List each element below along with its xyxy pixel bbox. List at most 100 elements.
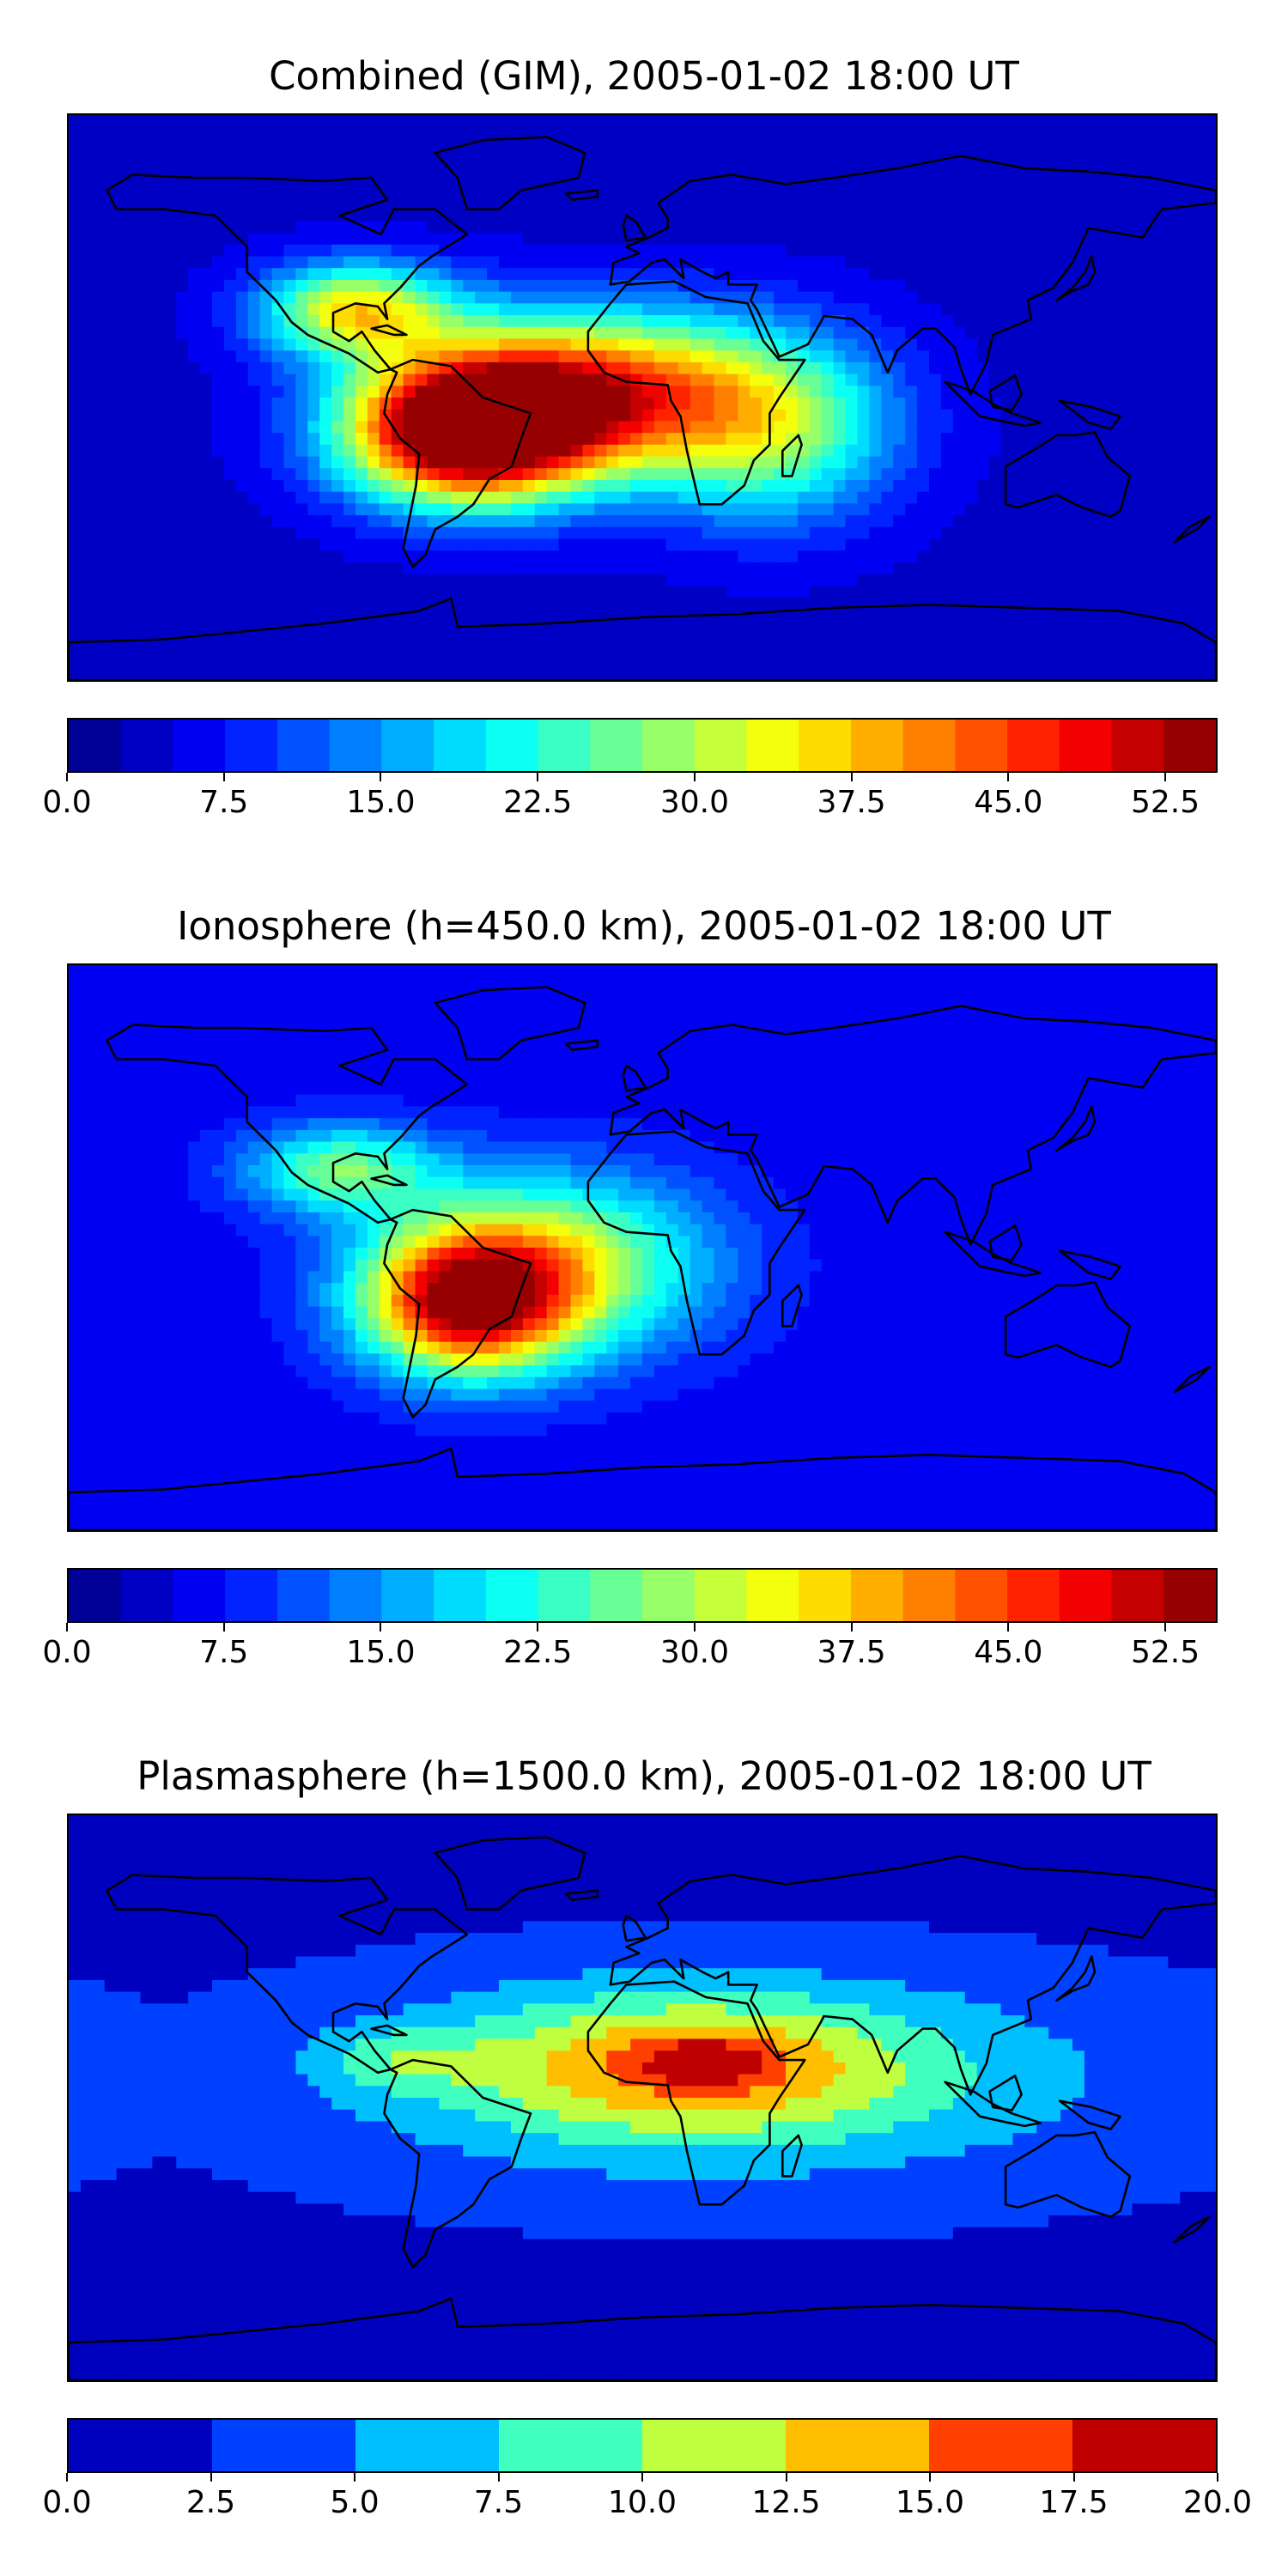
field-cell bbox=[116, 976, 130, 990]
field-cell bbox=[69, 209, 82, 222]
field-cell bbox=[80, 291, 94, 304]
field-cell bbox=[152, 562, 165, 575]
field-cell bbox=[152, 386, 165, 398]
field-cell bbox=[510, 421, 524, 434]
field-cell bbox=[1144, 988, 1157, 1001]
field-cell bbox=[499, 126, 512, 140]
field-cell bbox=[1048, 350, 1061, 363]
field-cell bbox=[451, 976, 464, 990]
field-cell bbox=[677, 965, 691, 978]
field-cell bbox=[510, 185, 524, 198]
field-cell bbox=[164, 221, 177, 234]
field-cell bbox=[92, 598, 106, 611]
field-cell bbox=[319, 598, 332, 611]
field-cell bbox=[1048, 409, 1061, 422]
field-cell bbox=[1132, 326, 1145, 340]
field-cell bbox=[343, 656, 356, 669]
field-cell bbox=[988, 421, 1002, 434]
field-cell bbox=[1108, 361, 1121, 375]
field-cell bbox=[271, 479, 285, 493]
field-cell bbox=[1096, 173, 1109, 186]
field-cell bbox=[271, 644, 285, 658]
field-cell bbox=[69, 526, 82, 540]
field-cell bbox=[738, 150, 750, 163]
field-cell bbox=[104, 209, 118, 222]
field-cell bbox=[665, 598, 679, 611]
field-cell bbox=[212, 209, 225, 222]
coastline-africa bbox=[586, 280, 806, 506]
field-cell bbox=[1024, 433, 1037, 446]
field-cell bbox=[1048, 526, 1061, 540]
field-cell bbox=[1108, 644, 1121, 658]
field-cell bbox=[1180, 468, 1193, 481]
field-cell bbox=[917, 291, 930, 304]
field-cell bbox=[677, 668, 691, 680]
field-cell bbox=[690, 150, 703, 163]
field-cell bbox=[164, 444, 177, 458]
field-cell bbox=[235, 291, 249, 304]
field-cell bbox=[391, 503, 404, 516]
field-cell bbox=[487, 115, 500, 128]
field-cell bbox=[415, 1000, 428, 1013]
field-cell bbox=[164, 598, 177, 611]
field-cell bbox=[762, 644, 775, 658]
field-cell bbox=[869, 479, 882, 493]
field-cell bbox=[606, 562, 619, 575]
field-cell bbox=[522, 444, 536, 458]
field-cell bbox=[653, 538, 667, 551]
field-cell bbox=[463, 315, 476, 328]
field-cell bbox=[1108, 988, 1121, 1001]
field-cell bbox=[307, 1000, 320, 1013]
field-cell bbox=[797, 386, 811, 398]
field-cell bbox=[738, 503, 750, 516]
field-cell bbox=[797, 161, 811, 175]
field-cell bbox=[1132, 126, 1145, 140]
field-cell bbox=[1108, 609, 1121, 623]
field-cell bbox=[762, 185, 775, 198]
field-cell bbox=[833, 115, 847, 128]
field-cell bbox=[1060, 256, 1073, 269]
field-cell bbox=[905, 976, 918, 990]
field-cell bbox=[1012, 233, 1025, 246]
field-cell bbox=[786, 209, 799, 222]
field-cell bbox=[271, 656, 285, 669]
field-cell bbox=[295, 562, 308, 575]
field-cell bbox=[893, 586, 906, 598]
field-cell bbox=[1000, 138, 1014, 151]
field-cell bbox=[582, 609, 595, 623]
field-cell bbox=[80, 444, 94, 458]
field-cell bbox=[307, 976, 320, 990]
field-cell bbox=[1204, 456, 1216, 469]
field-cell bbox=[917, 965, 930, 978]
field-cell bbox=[917, 209, 930, 222]
field-cell bbox=[582, 965, 595, 978]
field-cell bbox=[606, 279, 619, 293]
field-cell bbox=[940, 586, 954, 598]
field-cell bbox=[331, 586, 344, 598]
field-cell bbox=[499, 562, 512, 575]
field-cell bbox=[534, 456, 548, 469]
field-cell bbox=[1144, 550, 1157, 563]
field-cell bbox=[964, 291, 978, 304]
field-cell bbox=[881, 538, 894, 551]
field-cell bbox=[510, 515, 524, 528]
field-cell bbox=[665, 197, 679, 210]
field-cell bbox=[92, 456, 106, 469]
field-cell bbox=[714, 562, 727, 575]
field-cell bbox=[475, 303, 488, 316]
field-cell bbox=[677, 621, 691, 634]
field-cell bbox=[630, 503, 643, 516]
field-cell bbox=[1072, 161, 1085, 175]
field-cell bbox=[845, 374, 859, 386]
field-cell bbox=[271, 444, 285, 458]
colorbar-swatch bbox=[850, 720, 904, 771]
field-cell bbox=[212, 398, 225, 410]
field-cell bbox=[80, 315, 94, 328]
field-cell bbox=[1060, 468, 1073, 481]
field-cell bbox=[642, 303, 655, 316]
field-cell bbox=[976, 138, 990, 151]
field-cell bbox=[499, 1000, 512, 1013]
field-cell bbox=[786, 976, 799, 990]
field-cell bbox=[964, 609, 978, 623]
field-cell bbox=[152, 374, 165, 386]
